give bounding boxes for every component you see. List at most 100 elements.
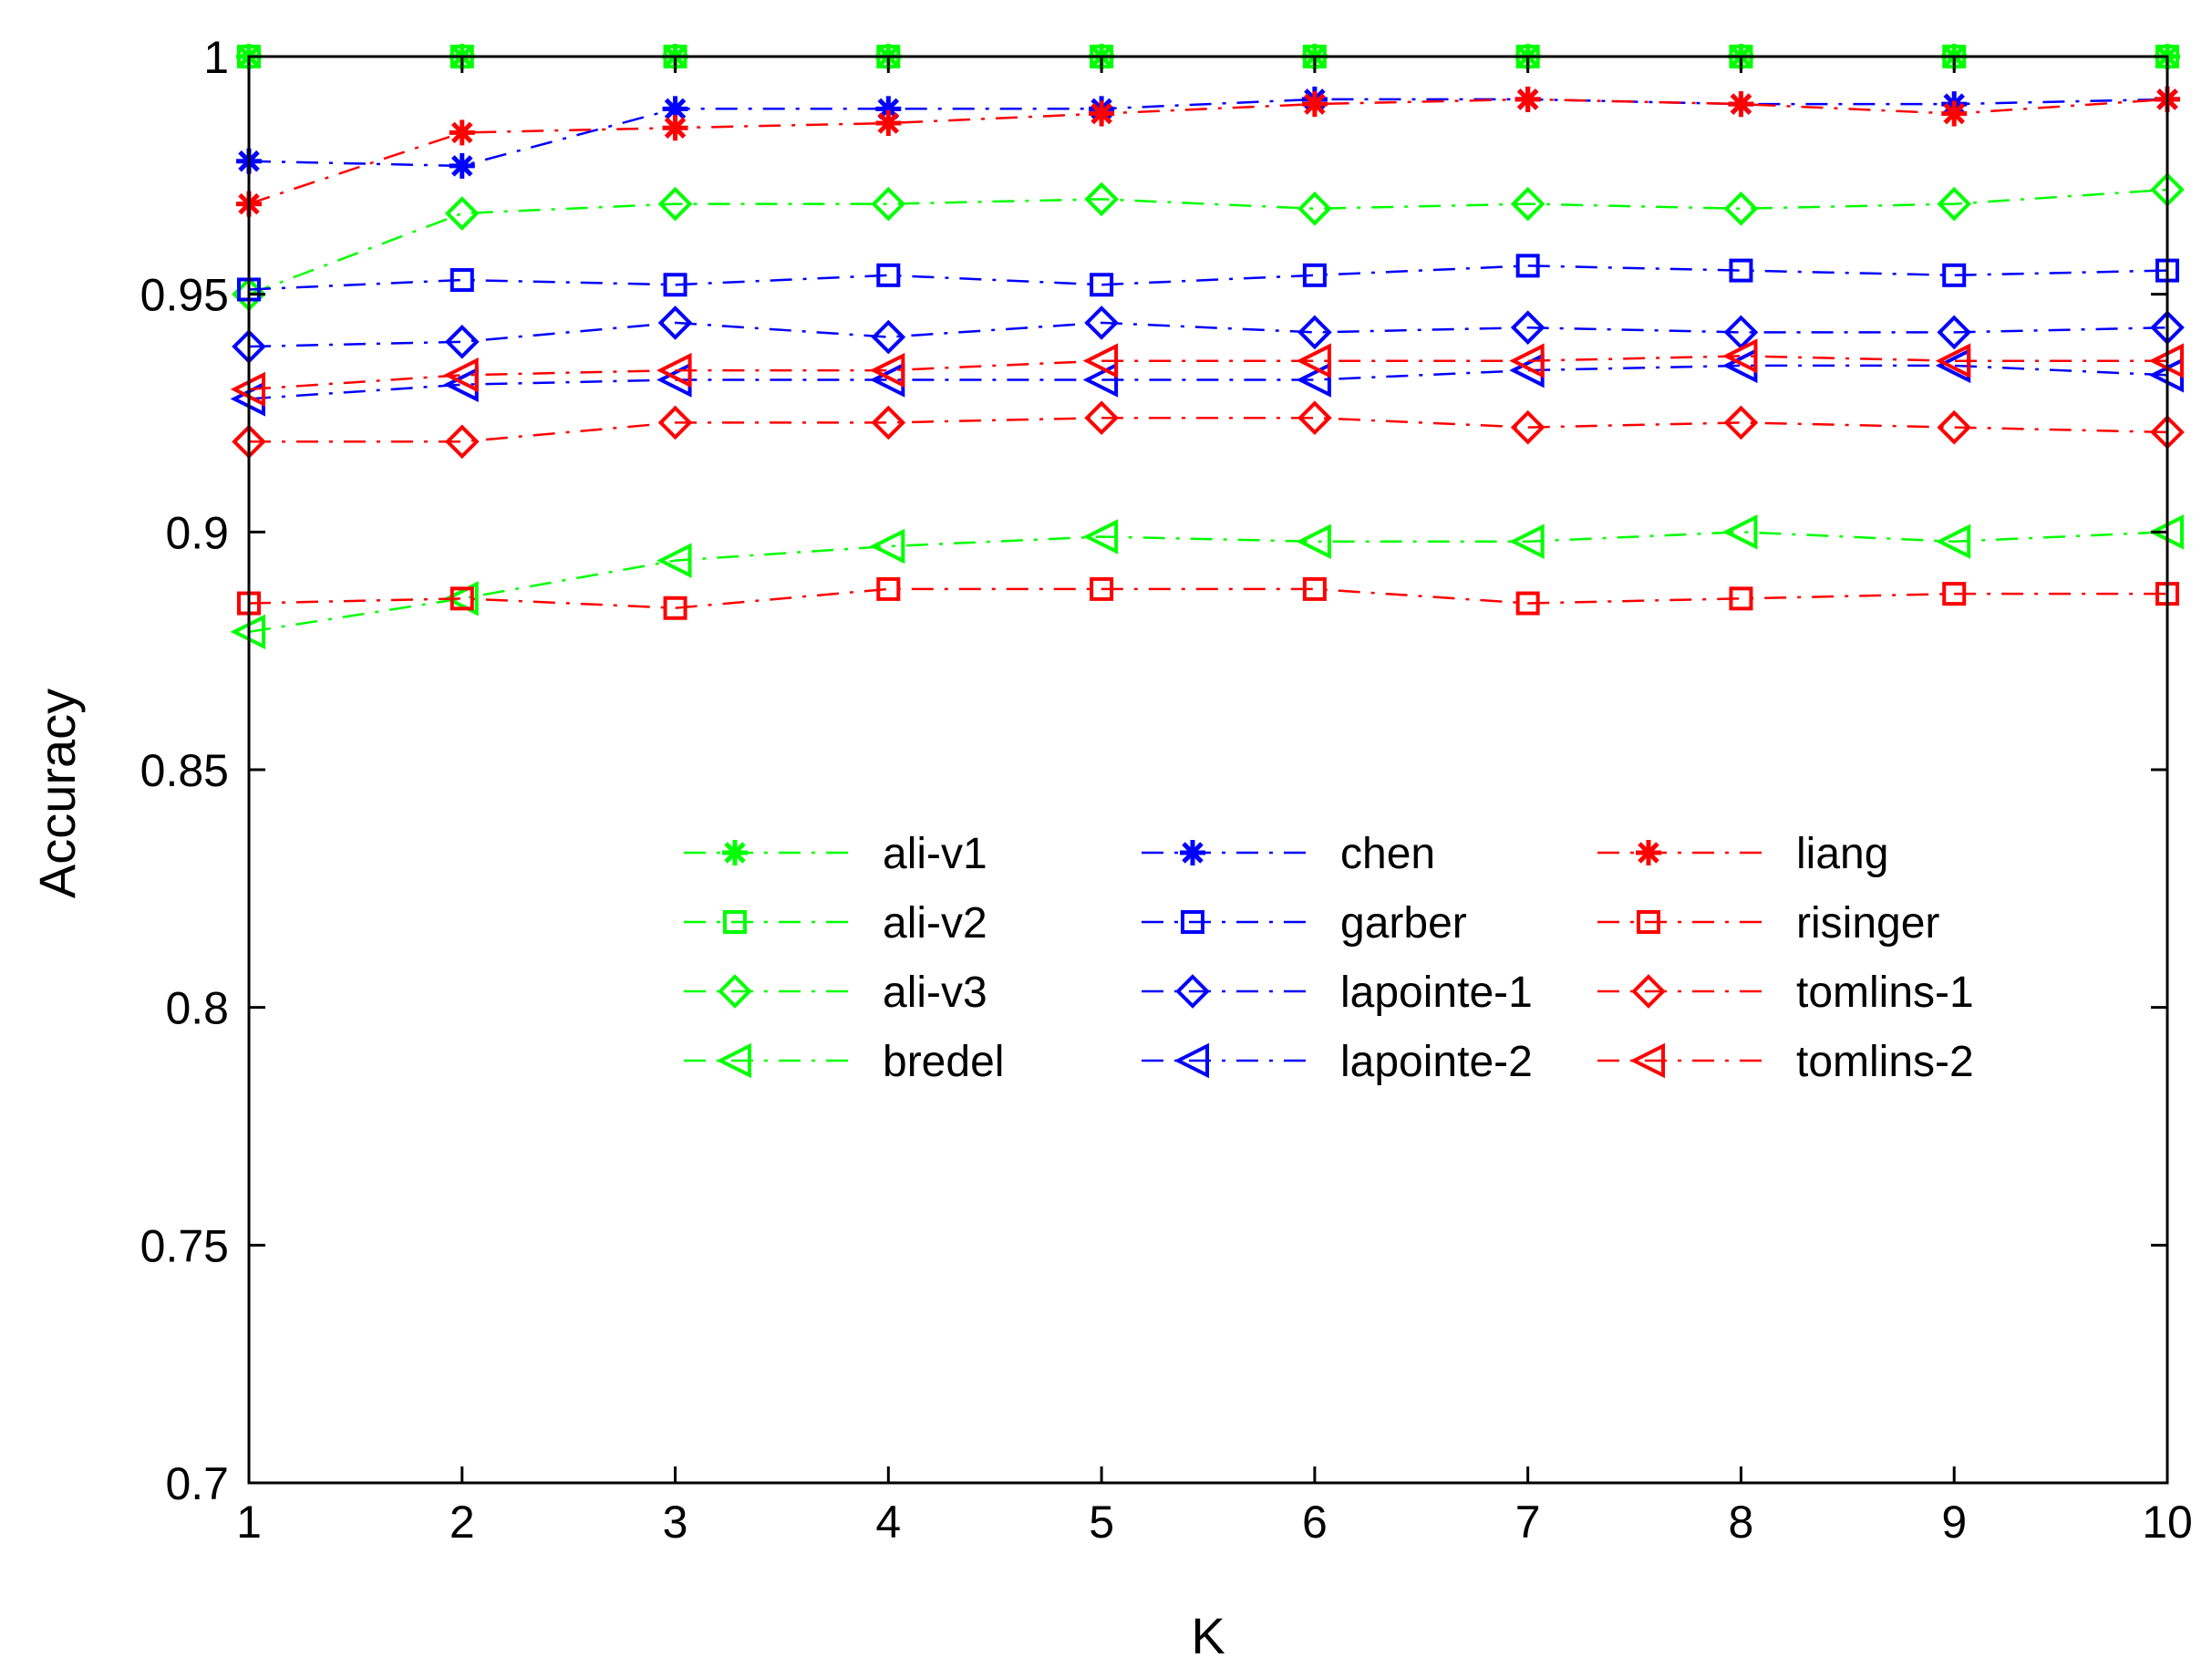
y-tick-label-4: 0.85 — [140, 745, 229, 796]
data-point-risinger-6 — [1302, 576, 1327, 601]
data-point-garber-6 — [1302, 263, 1327, 287]
y-tick-label-3: 0.8 — [165, 983, 229, 1034]
data-point-risinger-8 — [1729, 586, 1753, 611]
legend-marker-tomlins-1 — [1631, 974, 1666, 1009]
data-point-lapointe-1-3 — [657, 306, 693, 340]
data-point-liang-6 — [1301, 91, 1328, 118]
data-point-risinger-4 — [876, 576, 901, 601]
y-axis-label: Accuracy — [28, 689, 86, 898]
legend-entry-lapointe-1: lapointe-1 — [1142, 969, 1533, 1017]
data-point-tomlins-1-6 — [1297, 400, 1332, 436]
legend-entry-garber: garber — [1142, 899, 1467, 948]
legend-marker-ali-v3 — [718, 974, 752, 1009]
legend-label-lapointe-1: lapointe-1 — [1340, 969, 1533, 1017]
data-point-garber-5 — [1090, 273, 1114, 297]
series-line-ali-v3 — [248, 188, 2168, 295]
data-point-bredel-4 — [869, 528, 905, 565]
data-point-tomlins-2-4 — [869, 352, 905, 389]
data-point-ali-v3-5 — [1084, 181, 1119, 217]
data-point-ali-v3-2 — [444, 196, 480, 231]
data-point-risinger-3 — [663, 596, 687, 620]
x-tick-label-8: 8 — [1729, 1497, 1754, 1548]
legend-label-bredel: bredel — [883, 1038, 1004, 1086]
legend-entry-ali-v2: ali-v2 — [684, 899, 987, 948]
data-point-lapointe-1-9 — [1937, 315, 1972, 350]
legend-label-ali-v2: ali-v2 — [883, 899, 987, 948]
legend-label-tomlins-1: tomlins-1 — [1796, 969, 1974, 1017]
x-tick-label-7: 7 — [1515, 1497, 1541, 1548]
data-point-risinger-9 — [1942, 582, 1967, 606]
legend-entry-lapointe-2: lapointe-2 — [1142, 1038, 1533, 1086]
series-line-bredel — [248, 531, 2168, 634]
y-tick-label-5: 0.9 — [165, 507, 229, 558]
legend-label-tomlins-2: tomlins-2 — [1796, 1038, 1974, 1086]
x-tick-label-4: 4 — [875, 1497, 901, 1548]
data-point-tomlins-2-7 — [1509, 343, 1545, 378]
legend-marker-lapointe-2 — [1173, 1042, 1209, 1079]
data-point-garber-2 — [450, 268, 474, 293]
data-point-ali-v3-9 — [1937, 186, 1972, 222]
data-point-tomlins-1-3 — [657, 405, 693, 440]
x-tick-label-6: 6 — [1302, 1497, 1328, 1548]
data-point-tomlins-1-8 — [1723, 405, 1759, 440]
legend-label-liang: liang — [1796, 830, 1888, 878]
data-point-ali-v3-7 — [1510, 186, 1545, 222]
data-point-garber-7 — [1515, 254, 1540, 278]
data-point-liang-2 — [449, 119, 475, 146]
data-point-ali-v3-4 — [871, 186, 906, 222]
data-point-tomlins-1-5 — [1084, 400, 1119, 436]
series-line-risinger — [248, 587, 2167, 609]
data-point-lapointe-2-5 — [1082, 362, 1119, 398]
data-point-lapointe-1-7 — [1510, 310, 1545, 345]
data-point-bredel-8 — [1721, 514, 1758, 550]
series-risinger — [237, 576, 2179, 620]
data-point-lapointe-1-6 — [1297, 315, 1332, 350]
data-point-chen-2 — [449, 152, 475, 179]
legend-label-ali-v3: ali-v3 — [883, 969, 987, 1017]
legend-marker-tomlins-2 — [1629, 1042, 1665, 1079]
legend-label-chen: chen — [1340, 830, 1435, 878]
data-point-risinger-2 — [450, 586, 474, 611]
data-point-tomlins-1-2 — [444, 424, 480, 460]
data-point-chen-3 — [662, 96, 688, 122]
data-point-bredel-6 — [1296, 523, 1331, 559]
series-line-garber — [248, 264, 2168, 291]
y-tick-label-2: 0.75 — [140, 1220, 229, 1271]
legend-entry-liang: liang — [1597, 830, 1888, 878]
data-point-ali-v3-6 — [1297, 191, 1332, 226]
series-line-tomlins-2 — [248, 355, 2167, 391]
axes: 1 2 3 4 5 6 7 8 9 10 0.7 0.75 0.8 0.85 0.9 0.95 1 — [140, 32, 2193, 1548]
data-point-liang-4 — [875, 109, 902, 136]
legend-marker-liang — [1636, 840, 1661, 865]
data-point-bredel-3 — [656, 543, 692, 578]
data-point-tomlins-2-2 — [443, 357, 479, 393]
legend-marker-ali-v1 — [722, 840, 748, 865]
legend-marker-bredel — [716, 1042, 751, 1079]
data-point-liang-3 — [662, 115, 688, 141]
legend-marker-garber — [1181, 910, 1204, 934]
data-point-lapointe-1-5 — [1084, 306, 1119, 340]
data-point-tomlins-1-9 — [1937, 409, 1972, 445]
data-point-tomlins-2-6 — [1296, 343, 1331, 378]
data-point-garber-9 — [1942, 263, 1967, 287]
legend-entry-ali-v1: ali-v1 — [684, 830, 987, 878]
data-point-tomlins-2-9 — [1935, 343, 1971, 378]
series-liang — [236, 86, 2180, 217]
data-point-bredel-5 — [1082, 519, 1119, 554]
data-point-bredel-2 — [443, 581, 479, 616]
x-tick-label-2: 2 — [450, 1497, 475, 1548]
data-point-risinger-7 — [1515, 591, 1540, 616]
data-point-tomlins-1-7 — [1510, 409, 1545, 445]
data-point-ali-v3-3 — [657, 186, 693, 222]
data-point-garber-8 — [1729, 258, 1753, 283]
legend-entry-chen: chen — [1142, 830, 1435, 878]
y-tick-label-1: 0.7 — [165, 1458, 229, 1509]
x-tick-label-5: 5 — [1089, 1497, 1114, 1548]
data-point-lapointe-2-6 — [1296, 362, 1331, 398]
y-tick-label-7: 1 — [203, 32, 229, 83]
data-point-tomlins-2-3 — [656, 352, 692, 389]
legend: ali-v1 ali-v2 ali-v3 bredel chen garber lapoin… — [684, 830, 1974, 1086]
series-line-tomlins-1 — [249, 416, 2168, 443]
x-tick-label-9: 9 — [1941, 1497, 1967, 1548]
series-line-chen — [248, 98, 2168, 168]
